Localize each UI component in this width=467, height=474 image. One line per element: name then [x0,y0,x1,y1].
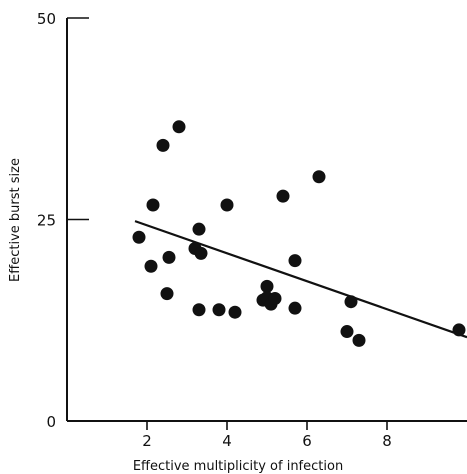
data-point [312,170,326,184]
x-tick-label: 8 [382,432,392,450]
data-point [156,138,170,152]
y-tick-label: 50 [37,10,56,28]
data-point [132,230,146,244]
data-point [192,222,206,236]
data-point [452,323,466,337]
x-tick-label: 4 [222,432,232,450]
data-point [276,189,290,203]
data-point [260,279,274,293]
data-point [160,287,174,301]
data-point [352,333,366,347]
data-point [228,305,242,319]
x-tick-label: 6 [302,432,312,450]
data-point [268,291,282,305]
data-point [146,198,160,212]
data-point [220,198,234,212]
y-axis-label: Effective burst size [8,158,23,282]
x-tick-label: 2 [142,432,152,450]
regression-line [134,220,467,339]
x-axis-label: Effective multiplicity of infection [133,459,343,474]
data-point [162,250,176,264]
data-point [212,303,226,317]
data-point [192,303,206,317]
data-point [288,301,302,315]
data-point [340,325,354,339]
y-tick-label: 0 [46,413,56,431]
data-points [132,120,466,347]
tick-labels: 2 4 6 8 0 25 50 [37,10,392,450]
data-point [144,259,158,273]
data-point [194,246,208,260]
data-point [288,254,302,268]
data-point [172,120,186,134]
data-point [344,295,358,309]
y-tick-label: 25 [37,212,56,230]
axes [66,17,467,430]
